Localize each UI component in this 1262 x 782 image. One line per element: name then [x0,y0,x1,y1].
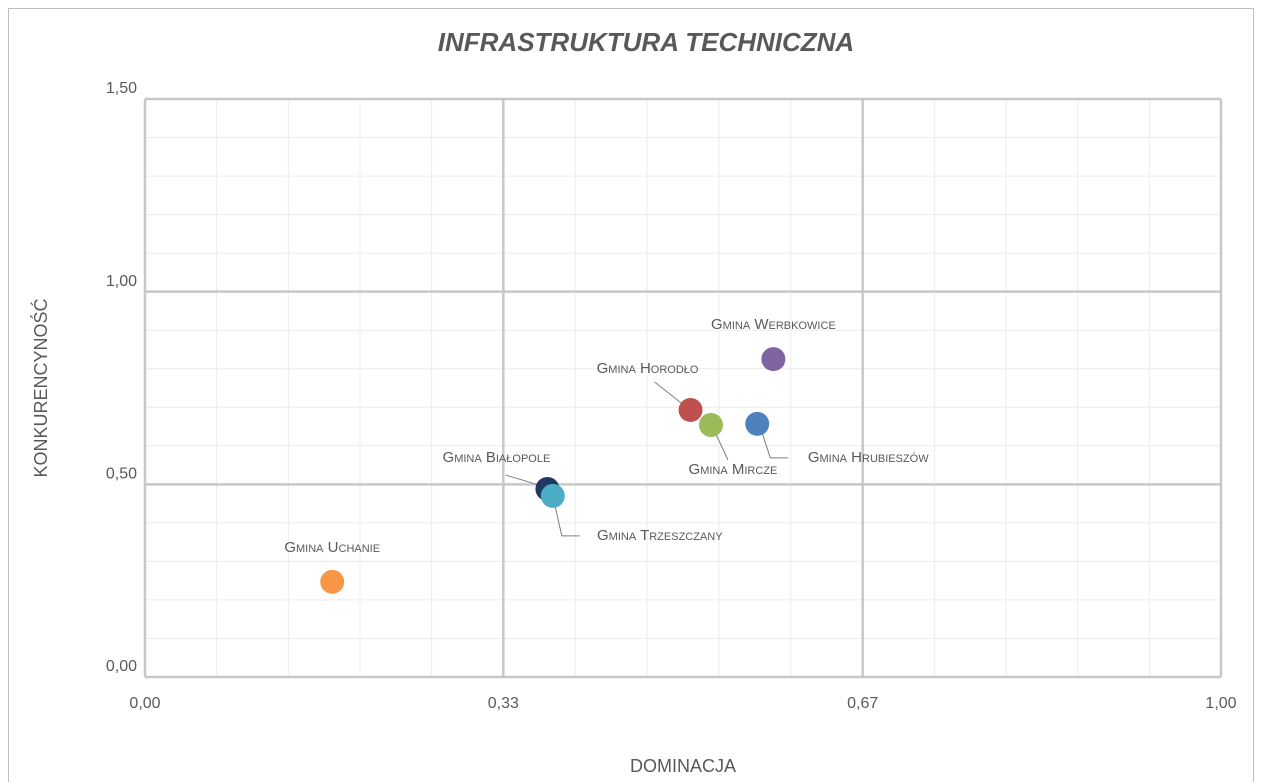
point-label: Gmina Uchanie [284,539,380,556]
y-tick-label: 1,00 [106,273,137,290]
point-label: Gmina Białopole [443,449,551,466]
chart-frame [8,8,1254,782]
point-label: Gmina Trzeszczany [597,527,723,544]
x-tick-label: 1,00 [1205,695,1236,712]
x-axis-title: DOMINACJA [630,756,736,776]
y-axis-title: KONKURENCYNOŚĆ [30,298,51,477]
chart-title: INFRASTRUKTURA TECHNICZNA [438,27,854,57]
leader-line [759,426,789,459]
leader-line [554,504,580,537]
point [320,569,345,594]
x-tick-label: 0,67 [847,695,878,712]
point-label: Gmina Werbkowice [711,316,836,333]
x-tick-label: 0,00 [129,695,160,712]
y-tick-label: 1,50 [106,80,137,97]
point [698,412,723,437]
leader-line [714,431,729,461]
point [745,411,770,436]
point [678,397,703,422]
y-tick-label: 0,50 [106,466,137,483]
x-tick-label: 0,33 [488,695,519,712]
point-label: Gmina Hrubieszów [808,449,929,466]
point-label: Gmina Horodło [597,360,699,377]
point [540,483,565,508]
y-tick-label: 0,00 [106,658,137,675]
point [761,347,786,372]
point-label: Gmina Mircze [689,461,778,478]
